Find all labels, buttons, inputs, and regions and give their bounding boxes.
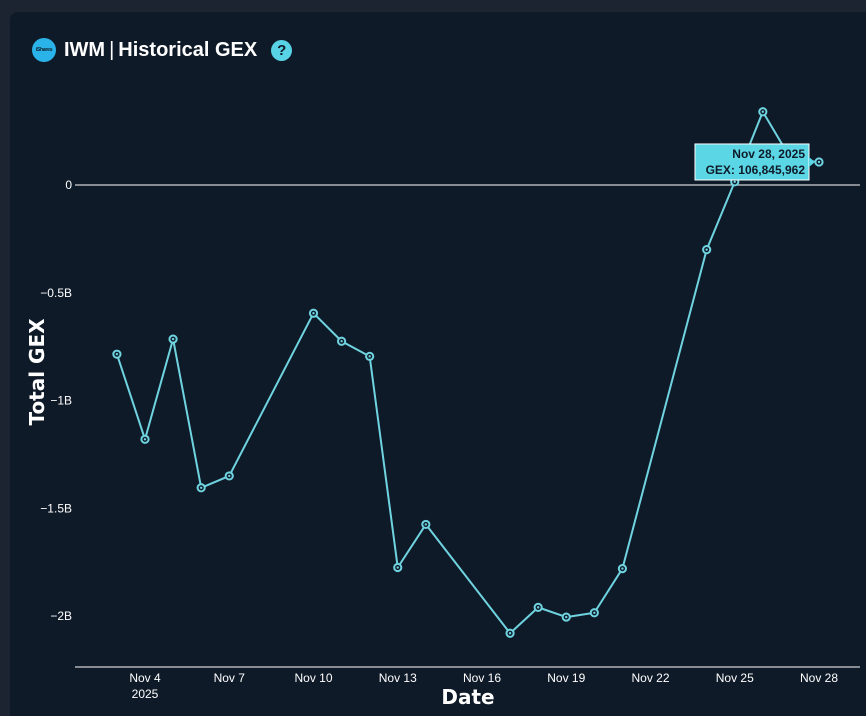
data-point-center: [396, 566, 399, 569]
x-tick-label: Nov 7: [214, 671, 246, 685]
data-point-center: [817, 160, 821, 164]
data-point-center: [565, 615, 568, 619]
y-axis: 0 −0.5B −1B −1.5B −2B: [40, 178, 72, 623]
data-point-center: [312, 312, 315, 315]
tooltip-date: Nov 28, 2025: [732, 147, 805, 161]
x-tick-label: Nov 25: [716, 671, 754, 685]
series-gex: [112, 107, 824, 638]
y-tick-label: −1B: [50, 394, 72, 408]
hover-tooltip: Nov 28, 2025 GEX: 106,845,962: [694, 143, 815, 181]
x-tick-label: Nov 16: [463, 671, 501, 685]
data-point-center: [621, 567, 624, 570]
data-point-center: [424, 523, 428, 526]
data-point-center: [508, 632, 512, 635]
data-point-center: [733, 180, 736, 183]
data-point-center: [593, 611, 596, 614]
y-tick-label: −0.5B: [40, 286, 72, 300]
data-point-center: [368, 355, 371, 358]
data-point-center: [115, 352, 119, 356]
y-axis-title: Total GEX: [25, 318, 49, 426]
x-axis: Nov 4 2025 Nov 7 Nov 10 Nov 13 Nov 16 Nov 19 No…: [129, 671, 838, 701]
y-tick-label: −1.5B: [40, 501, 72, 515]
tooltip-value: GEX: 106,845,962: [706, 163, 806, 177]
ishares-logo: iShares: [32, 38, 56, 62]
data-point-center: [171, 337, 175, 341]
chart-header: iShares IWM | Historical GEX ?: [32, 36, 293, 64]
y-tick-label: −2B: [50, 609, 72, 623]
help-icon[interactable]: ?: [271, 39, 293, 61]
title-separator: |: [109, 38, 115, 61]
x-tick-label: Nov 10: [294, 671, 332, 685]
data-point-center: [199, 486, 203, 489]
chart-panel: iShares IWM | Historical GEX ?: [10, 12, 866, 716]
y-tick-label: 0: [65, 178, 72, 192]
series-line: [115, 110, 820, 635]
x-tick-label: Nov 4 2025: [129, 671, 161, 701]
title-label: Historical GEX: [118, 38, 258, 61]
data-point-center: [705, 248, 708, 251]
data-point-center: [228, 474, 231, 478]
x-tick-label: Nov 28: [800, 671, 838, 685]
x-tick-label: Nov 13: [379, 671, 417, 685]
data-point-center: [761, 110, 765, 113]
tooltip-pointer: [809, 156, 815, 167]
data-point-center: [143, 438, 147, 441]
x-tick-label: Nov 22: [631, 671, 669, 685]
x-tick-label: Nov 19: [547, 671, 585, 685]
data-point-center: [536, 606, 540, 609]
chart-title: IWM | Historical GEX: [64, 39, 257, 62]
x-axis-title: Date: [441, 685, 494, 709]
data-point-center: [340, 340, 343, 343]
ticker-label: IWM: [64, 38, 106, 61]
